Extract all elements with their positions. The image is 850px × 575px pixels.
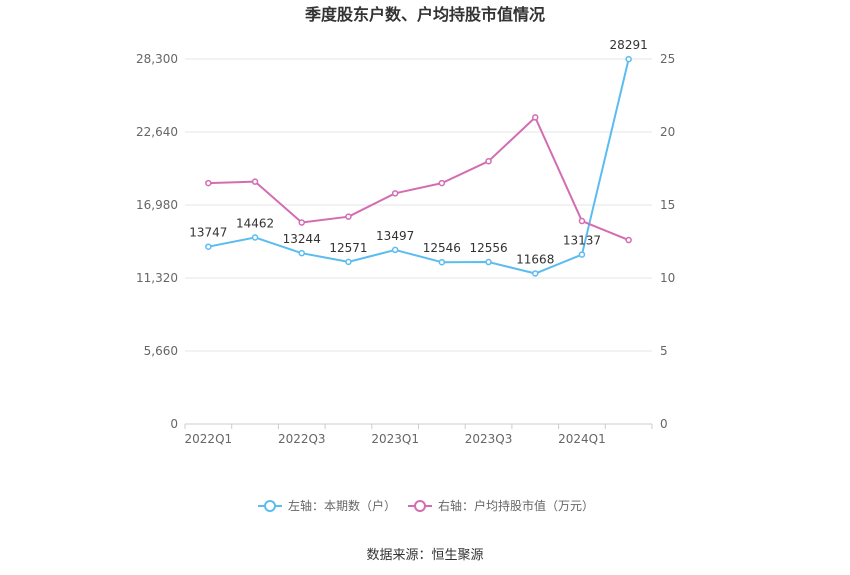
left-tick-label: 5,660 [144, 344, 178, 358]
x-tick-label: 2023Q3 [465, 432, 513, 446]
right-tick-label: 20 [660, 125, 675, 139]
left-tick-label: 22,640 [136, 125, 178, 139]
legend-item-1[interactable]: 左轴：本期数（户） [258, 498, 396, 513]
series-2-point [391, 190, 399, 197]
series-2-point [485, 157, 492, 165]
series-2-point [438, 179, 446, 187]
series-1-point [532, 270, 539, 277]
series-2-point [578, 217, 586, 225]
data-label: 12546 [423, 241, 461, 255]
data-label: 28291 [610, 38, 648, 52]
series-2-point [298, 219, 305, 226]
right-tick-label: 5 [660, 344, 668, 358]
x-tick-label: 2023Q1 [371, 432, 419, 446]
series-line-1 [208, 58, 630, 275]
series-1-point [345, 258, 352, 266]
x-tick-label: 2022Q3 [278, 432, 326, 446]
data-label: 13497 [376, 229, 414, 243]
right-tick-label: 25 [660, 52, 675, 66]
series-2-point [205, 179, 212, 187]
data-source: 数据来源：恒生聚源 [366, 548, 483, 563]
legend-item-2[interactable]: 右轴：户均持股市值（万元） [408, 498, 594, 513]
left-tick-label: 28,300 [136, 52, 178, 66]
data-label: 12556 [469, 241, 507, 255]
legend-label: 右轴：户均持股市值（万元） [438, 498, 594, 513]
x-tick-label: 2024Q1 [558, 432, 606, 446]
series-1-point [251, 234, 259, 241]
series-1-point [485, 258, 492, 266]
series-2-point [345, 213, 352, 220]
series-1-point [625, 55, 632, 63]
data-label: 13747 [189, 226, 227, 240]
series-1-point [205, 243, 212, 250]
left-tick-label: 0 [170, 417, 178, 431]
chart-title: 季度股东户数、户均持股市值情况 [304, 5, 545, 24]
grid [185, 58, 652, 425]
data-label: 13137 [563, 234, 601, 248]
series-line-2 [208, 116, 630, 241]
legend-label: 左轴：本期数（户） [288, 498, 396, 513]
x-tick-label: 2022Q1 [185, 432, 233, 446]
series-layer: 13747 14462 13244 12571 13497 12546 12556 11668… [189, 38, 648, 277]
right-axis-ticks: 0 5 10 15 20 25 [660, 52, 675, 431]
data-label: 13244 [283, 232, 321, 246]
right-tick-label: 15 [660, 198, 675, 212]
series-1-point [391, 246, 399, 254]
data-label: 14462 [236, 216, 274, 230]
series-1-point [438, 258, 446, 266]
series-1-point [298, 249, 305, 257]
x-axis: 2022Q1 2022Q3 2023Q1 2023Q3 2024Q1 [184, 424, 653, 446]
left-axis-ticks: 0 5,660 11,320 16,980 22,640 28,300 [136, 52, 178, 431]
series-1-point [578, 251, 586, 258]
right-tick-label: 0 [660, 417, 668, 431]
data-label: 11668 [516, 253, 554, 267]
right-tick-label: 10 [660, 271, 675, 285]
left-tick-label: 16,980 [136, 198, 178, 212]
legend-marker [264, 500, 276, 512]
legend[interactable]: 左轴：本期数（户） 右轴：户均持股市值（万元） [258, 498, 594, 513]
series-2-point [532, 114, 539, 121]
left-tick-label: 11,320 [136, 271, 178, 285]
data-label: 12571 [329, 241, 367, 255]
series-2-point [625, 236, 632, 244]
series-2-point [251, 178, 259, 185]
legend-marker [414, 500, 426, 512]
